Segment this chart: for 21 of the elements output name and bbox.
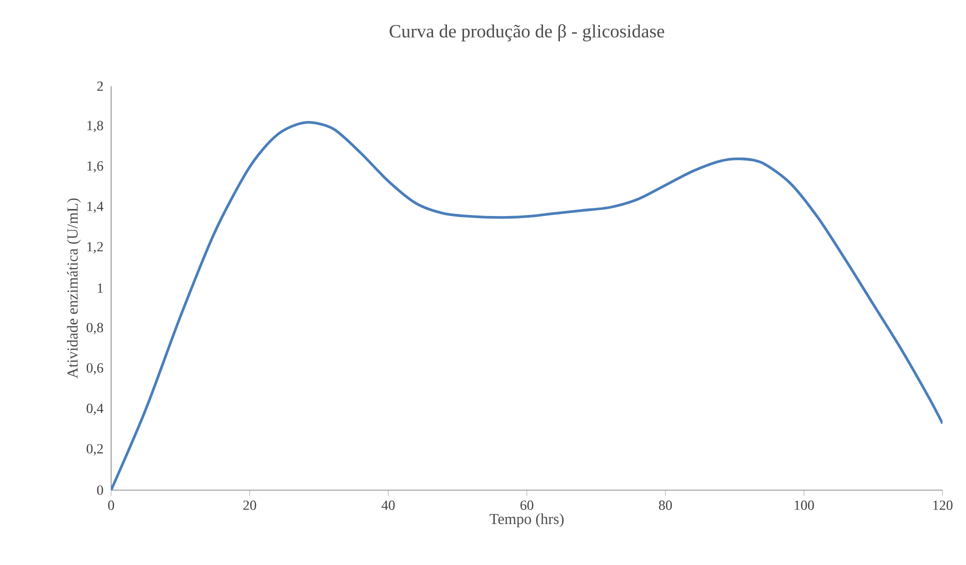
y-tick-label: 1,6 [87, 161, 104, 173]
x-tick-label: 40 [382, 500, 395, 510]
x-tick-label: 80 [658, 500, 672, 510]
chart-title: Curva de produção de β - glicosidase [390, 24, 664, 42]
y-axis-title: Atividade enzimática (U/mL) [66, 198, 81, 378]
x-tick-label: 60 [520, 500, 534, 510]
y-tick-label: 0,8 [86, 322, 104, 334]
y-tick-label: 1 [98, 284, 103, 293]
y-tick-label: 1,4 [87, 202, 104, 214]
y-tick-label: 0,2 [86, 444, 103, 456]
x-tick-label: 0 [108, 500, 114, 510]
x-tick-label: 120 [933, 500, 952, 510]
y-tick-label: 2 [97, 82, 103, 91]
y-tick-label: 0 [97, 485, 104, 495]
y-tick-label: 1,8 [87, 120, 104, 132]
y-tick-label: 0,4 [86, 404, 104, 416]
x-axis-title: Tempo (hrs) [490, 513, 564, 528]
x-tick-label: 100 [794, 500, 814, 510]
y-tick-label: 0,6 [86, 363, 104, 375]
x-tick-label: 20 [243, 500, 256, 510]
y-tick-label: 1,2 [87, 242, 103, 254]
